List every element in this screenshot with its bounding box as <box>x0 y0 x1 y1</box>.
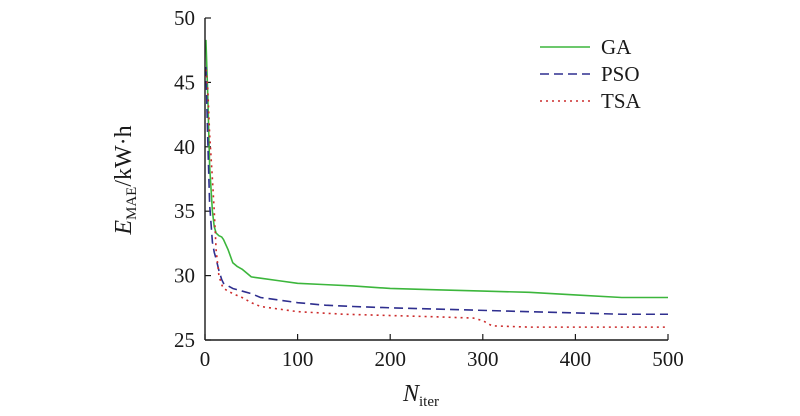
x-tick-label: 500 <box>652 347 684 371</box>
legend-label-pso: PSO <box>601 62 640 86</box>
series-group <box>205 39 668 328</box>
x-axis-label: Niter <box>402 381 439 410</box>
x-axis-label-main: N <box>402 381 421 407</box>
x-tick-label: 300 <box>467 347 499 371</box>
x-tick-label: 200 <box>374 347 406 371</box>
y-tick-label: 50 <box>174 6 195 30</box>
y-tick-label: 35 <box>174 199 195 223</box>
y-axis-ticks: 25 30 35 40 45 50 <box>174 6 211 352</box>
x-axis-label-sub: iter <box>419 394 439 410</box>
y-axis-label-unit: /kW·h <box>111 125 137 186</box>
y-axis-label-main: E <box>111 220 137 236</box>
legend: GA PSO TSA <box>540 35 642 113</box>
x-tick-label: 0 <box>200 347 211 371</box>
x-tick-label: 100 <box>282 347 314 371</box>
x-tick-label: 400 <box>560 347 592 371</box>
series-line-tsa <box>205 69 668 328</box>
series-line-ga <box>205 39 668 299</box>
legend-label-tsa: TSA <box>601 89 642 113</box>
legend-label-ga: GA <box>601 35 632 59</box>
series-line-pso <box>205 66 668 316</box>
y-tick-label: 40 <box>174 135 195 159</box>
y-axis-label: EMAE/kW·h <box>111 125 140 235</box>
y-tick-label: 25 <box>174 328 195 352</box>
y-tick-label: 45 <box>174 70 195 94</box>
y-tick-label: 30 <box>174 264 195 288</box>
y-axis-label-sub: MAE <box>124 187 140 220</box>
x-axis-ticks: 0 100 200 300 400 500 <box>200 334 684 371</box>
